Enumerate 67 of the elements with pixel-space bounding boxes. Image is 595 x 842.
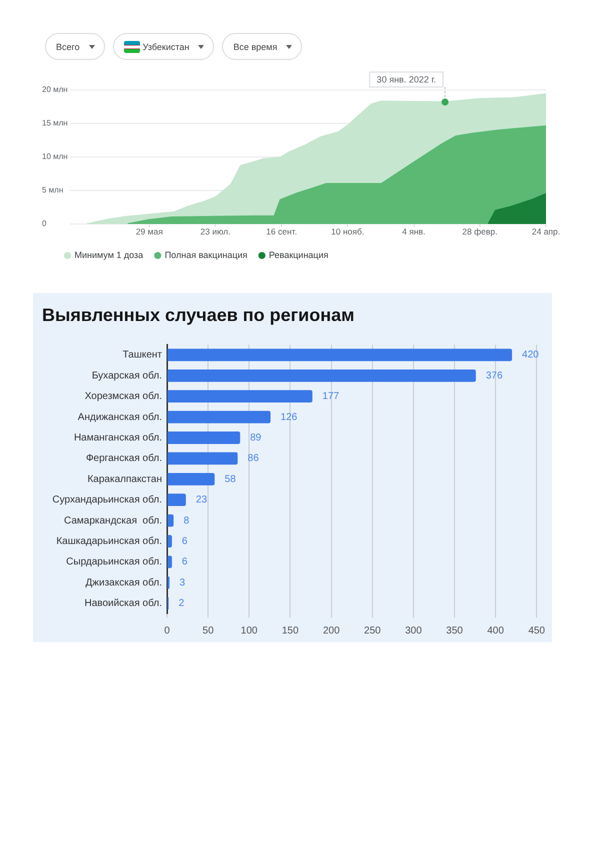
x-tick-label: 100: [240, 625, 258, 636]
bar: [168, 535, 172, 548]
x-tick-label: 300: [405, 625, 422, 636]
legend-label: Минимум 1 доза: [74, 250, 144, 260]
x-tick-label: 24 апр.: [532, 226, 560, 236]
y-tick-label: 0: [42, 219, 47, 228]
y-tick-label: Сурхандарьинская обл.: [52, 494, 162, 506]
y-tick-label: 5 млн: [42, 186, 64, 195]
y-tick-label: Самаркандская обл.: [64, 515, 162, 526]
bar: [168, 410, 271, 424]
y-tick-label: Ташкент: [122, 350, 162, 361]
data-label: 177: [322, 391, 340, 402]
y-tick-label: Ферганская обл.: [86, 453, 162, 464]
bar: [168, 472, 215, 486]
data-label: 23: [196, 494, 208, 506]
legend-label: Ревакцинация: [268, 250, 328, 260]
data-label: 89: [250, 432, 262, 444]
x-tick-label: 150: [282, 625, 299, 636]
x-tick-label: 4 янв.: [402, 226, 426, 236]
y-tick-label: 10 млн: [42, 152, 68, 162]
data-label: 86: [248, 453, 260, 464]
data-label: 420: [522, 350, 540, 361]
text: Всего: [56, 42, 80, 52]
data-label: 3: [179, 577, 186, 588]
data-label: 6: [182, 556, 188, 568]
x-tick-label: 250: [364, 625, 382, 636]
x-tick-label: 0: [164, 625, 170, 636]
y-tick-label: 20 млн: [42, 85, 68, 94]
x-tick-label: 200: [322, 625, 340, 636]
y-tick-label: Наманганская обл.: [74, 432, 162, 444]
x-tick-label: 23 июл.: [200, 226, 230, 236]
bar: [168, 348, 512, 362]
y-tick-label: Сырдарьинская обл.: [66, 556, 162, 568]
y-tick-label: Каракалпакстан: [87, 474, 162, 485]
y-tick-label: 15 млн: [42, 118, 68, 128]
bar: [168, 369, 476, 382]
data-label: 8: [184, 515, 190, 526]
ref-line-label: 30 янв. 2022 г.: [376, 74, 436, 84]
x-tick-label: 350: [446, 625, 464, 636]
bar: [168, 452, 238, 465]
x-tick-label: 10 нояб.: [331, 226, 364, 236]
bar: [168, 494, 186, 506]
y-tick-label: Навоийская обл.: [84, 598, 162, 610]
x-tick-label: 28 февр.: [462, 226, 498, 236]
x-tick-label: 50: [202, 625, 214, 636]
data-label: 6: [182, 536, 188, 547]
x-tick-label: 29 мая: [136, 226, 164, 236]
legend-label: Полная вакцинация: [164, 250, 248, 260]
text: Все время: [233, 42, 278, 52]
y-tick-label: Джизакская обл.: [86, 577, 162, 588]
bar: [168, 390, 312, 403]
data-label: 376: [486, 370, 503, 382]
y-tick-label: Кашкадарьинская обл.: [56, 536, 162, 547]
data-label: 126: [280, 412, 298, 423]
text: Узбекистан: [142, 42, 190, 52]
data-label: 58: [224, 474, 236, 485]
x-tick-label: 450: [528, 625, 546, 636]
x-tick-label: 400: [487, 625, 504, 636]
bar: [168, 556, 172, 568]
x-tick-label: 16 сент.: [266, 226, 297, 236]
chart-title: Выявленных случаев по регионам: [42, 304, 354, 325]
y-tick-label: Андижанская обл.: [78, 412, 162, 423]
bar: [168, 432, 240, 444]
bar: [168, 514, 174, 527]
y-tick-label: Хорезмская обл.: [84, 391, 162, 402]
data-label: 2: [178, 598, 185, 610]
y-tick-label: Бухарская обл.: [92, 370, 162, 382]
